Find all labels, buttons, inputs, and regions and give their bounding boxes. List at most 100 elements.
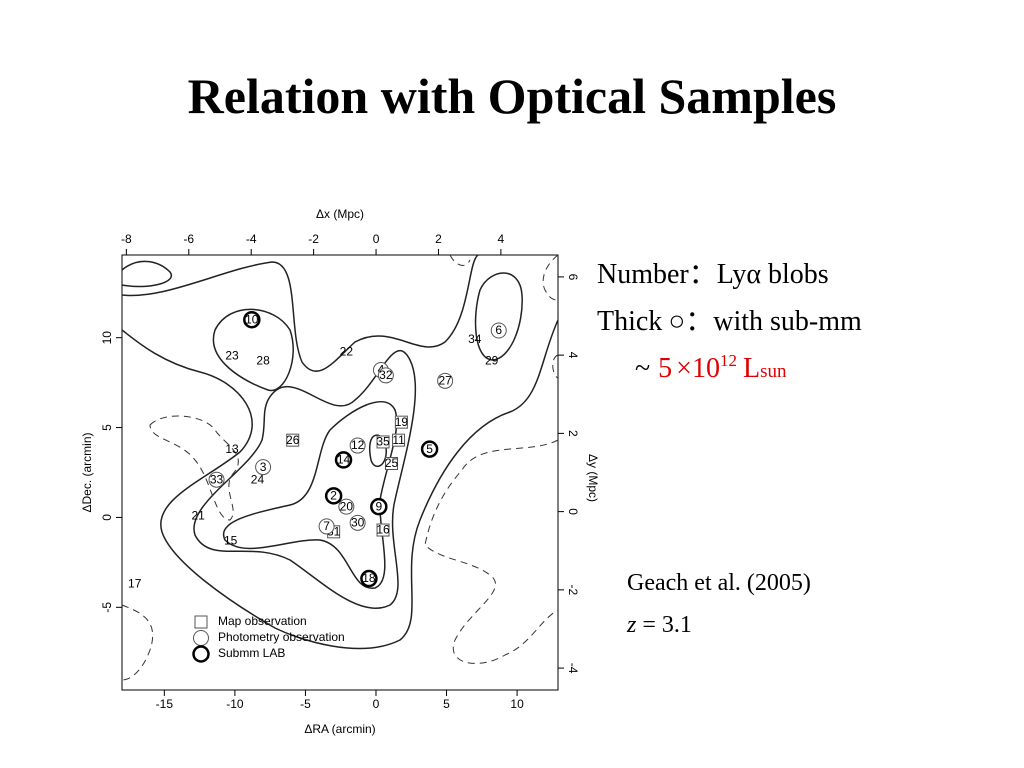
point-label: 22 [340,345,354,359]
contour [121,254,479,372]
y2-axis-label: Δy (Mpc) [586,454,600,502]
legend-label: Submm LAB [218,646,285,660]
legend-label: Photometry observation [218,630,345,644]
note-line: Number：Lyα blobs [597,259,829,290]
contour [474,272,523,361]
notes: Number：Lyα blobs Thick ○：with sub-mm ~5 ×1… [597,259,862,638]
contour-dashed [149,415,239,521]
point-marker [318,518,335,535]
point-label: 20 [340,499,354,513]
x2-tick-label: -2 [308,232,319,246]
y2-tick-label: -2 [566,585,580,596]
point-label: 29 [485,354,499,368]
point-label: 11 [392,433,405,447]
x2-tick-label: 0 [373,232,380,246]
point-label: 27 [438,373,452,387]
y2-tick-label: -4 [566,663,580,674]
point-label: 14 [337,453,351,467]
x2-tick-label: 2 [435,232,442,246]
y-tick-label: -5 [100,602,114,613]
note-times: × [676,353,692,384]
point-label: 3 [260,460,267,474]
point-marker [376,435,390,449]
contour [212,308,294,392]
point-label: 19 [395,415,409,429]
point-label: 12 [351,438,365,452]
note-text: with sub-mm [713,306,862,337]
contour-dashed [121,604,154,681]
contour-dashed [542,254,559,301]
point-marker [394,415,408,429]
legend-symbol [193,630,209,646]
x-tick-label: 0 [373,697,380,711]
note-tilde: ~ [635,353,650,384]
contour-dashed [552,354,559,379]
x2-tick-label: -6 [183,232,194,246]
point-marker [338,498,355,515]
point-label: 2 [330,489,337,503]
point-marker [349,437,366,454]
figure: -15 -10 -5 0 5 10-8 -6 -4 -2 0 2 4-50510-4-20246ΔRA… [80,207,600,736]
x2-tick-label: -8 [121,232,132,246]
point-marker [392,433,406,447]
contour-dashed [424,439,559,664]
legend-symbol [192,645,210,663]
note-base: 10 [692,353,720,384]
legend-label: Map observation [218,614,307,628]
y2-tick-label: 2 [566,430,580,437]
redshift: z = 3.1 [626,612,692,638]
redshift-var: z [626,612,637,638]
plot-frame [121,254,559,691]
x-tick-label: 10 [510,697,524,711]
point-marker [243,310,261,329]
point-label: 32 [379,368,393,382]
note-term: Thick [597,306,662,337]
point-label: 6 [495,323,502,337]
point-marker [490,322,507,339]
point-label: 9 [375,499,382,513]
point-label: 25 [385,456,399,470]
y-tick-label: 10 [100,331,114,345]
point-label: 16 [376,523,390,537]
point-label: 13 [225,442,239,456]
point-label: 17 [128,577,142,591]
point-marker [377,367,394,384]
note-sep: ： [685,306,713,337]
contour-dashed [449,254,471,266]
note-unit: L [743,353,760,384]
point-marker [370,497,388,516]
note-line: ~5 ×1012 Lsun [635,351,787,384]
note-sep: ： [689,259,717,290]
note-term: Number [597,259,689,290]
point-label: 18 [362,571,376,585]
x-tick-label: -10 [226,697,244,711]
point-marker [334,451,353,469]
x2-tick-label: 4 [498,232,505,246]
point-marker [360,569,378,588]
point-label: 30 [351,516,365,530]
point-marker [376,523,390,537]
point-marker [255,459,272,476]
x-tick-label: -15 [156,697,174,711]
point-label: 35 [376,435,390,449]
x2-tick-label: -4 [246,232,257,246]
point-marker [286,433,300,447]
note-line: Thick ○：with sub-mm [597,306,862,337]
y2-tick-label: 0 [566,508,580,515]
note-symbol: ○ [668,306,685,337]
point-marker [385,457,399,471]
y2-tick-label: 6 [566,274,580,281]
y-tick-label: 0 [100,514,114,521]
note-exp: 12 [720,351,737,370]
contour [121,319,559,650]
x-tick-label: -5 [300,697,311,711]
point-label: 15 [224,533,238,547]
note-coef: 5 [658,353,672,384]
point-marker [420,440,439,458]
y-tick-label: 5 [100,424,114,431]
contour [121,260,173,288]
point-label: 7 [323,519,330,533]
contour [193,350,417,610]
point-marker [437,372,454,389]
